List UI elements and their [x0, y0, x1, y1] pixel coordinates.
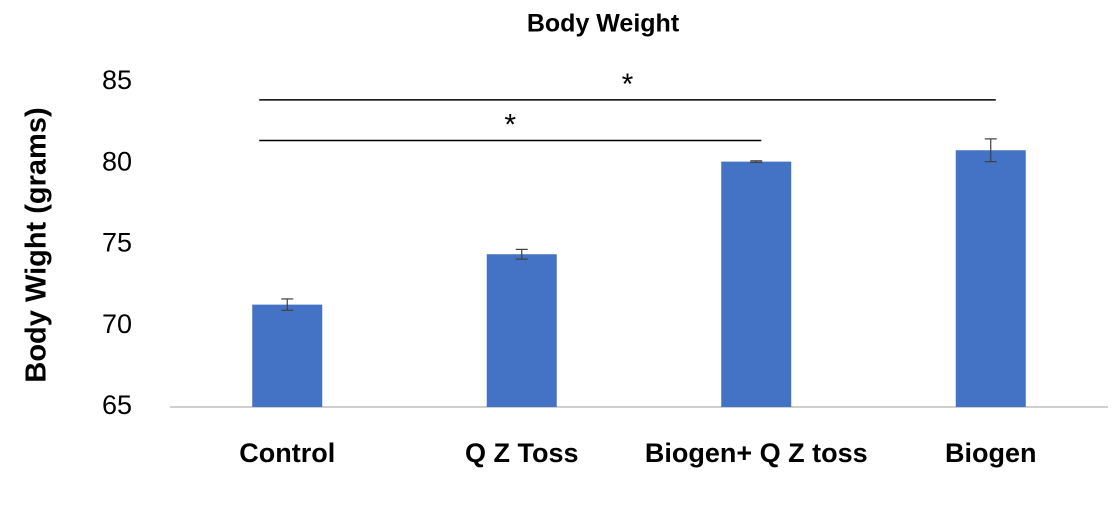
bar	[955, 150, 1026, 407]
x-tick-label: Q Z Toss	[464, 438, 579, 468]
y-tick-label: 85	[102, 65, 132, 95]
x-tick-label: Biogen	[945, 438, 1037, 468]
significance-star: *	[622, 68, 634, 101]
significance-star: *	[504, 108, 516, 141]
y-axis-label: Body Wight (grams)	[21, 107, 53, 382]
y-tick-label: 65	[102, 390, 132, 420]
bar	[721, 161, 792, 407]
y-tick-label: 75	[102, 228, 132, 258]
bar	[486, 254, 557, 407]
chart-title: Body Weight	[527, 10, 680, 38]
bar	[252, 304, 323, 407]
y-tick-label: 80	[102, 146, 132, 176]
x-tick-label: Control	[239, 438, 336, 468]
x-tick-label: Biogen+ Q Z toss	[644, 438, 868, 468]
y-tick-label: 70	[102, 309, 132, 339]
